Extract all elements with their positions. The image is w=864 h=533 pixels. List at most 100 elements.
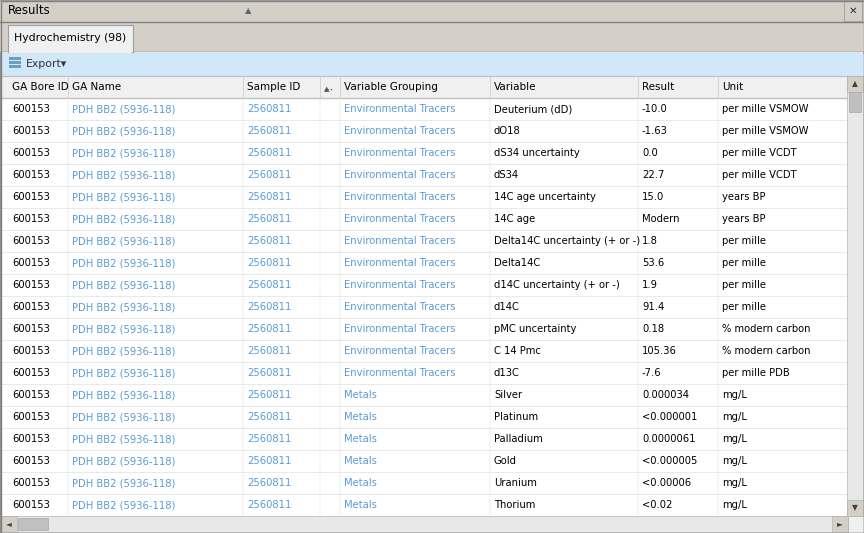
- Text: 2560811: 2560811: [247, 390, 291, 400]
- Text: -7.6: -7.6: [642, 368, 662, 378]
- Text: mg/L: mg/L: [722, 456, 746, 466]
- Text: ▼: ▼: [852, 504, 858, 513]
- Text: GA Bore ID: GA Bore ID: [12, 82, 69, 92]
- Text: 2560811: 2560811: [247, 280, 291, 290]
- Text: 14C age: 14C age: [494, 214, 536, 224]
- Text: 600153: 600153: [12, 148, 50, 158]
- Bar: [1, 186, 847, 208]
- Text: Silver: Silver: [494, 390, 522, 400]
- Text: 2560811: 2560811: [247, 412, 291, 422]
- Bar: [1, 494, 847, 516]
- Text: PDH BB2 (5936-118): PDH BB2 (5936-118): [72, 390, 175, 400]
- Text: 2560811: 2560811: [247, 104, 291, 114]
- Text: 600153: 600153: [12, 126, 50, 136]
- Text: per mille VCDT: per mille VCDT: [722, 170, 797, 180]
- Text: % modern carbon: % modern carbon: [722, 324, 810, 334]
- Text: Gold: Gold: [494, 456, 517, 466]
- Text: PDH BB2 (5936-118): PDH BB2 (5936-118): [72, 434, 175, 444]
- Text: 600153: 600153: [12, 192, 50, 202]
- Bar: [1, 384, 847, 406]
- Text: PDH BB2 (5936-118): PDH BB2 (5936-118): [72, 170, 175, 180]
- Bar: [844, 1, 862, 21]
- Text: mg/L: mg/L: [722, 478, 746, 488]
- Text: PDH BB2 (5936-118): PDH BB2 (5936-118): [72, 192, 175, 202]
- Text: per mille: per mille: [722, 236, 766, 246]
- Text: PDH BB2 (5936-118): PDH BB2 (5936-118): [72, 346, 175, 356]
- Bar: [1, 340, 847, 362]
- Bar: [18, 518, 48, 530]
- Text: ✕: ✕: [848, 6, 857, 16]
- Bar: [1, 318, 847, 340]
- Text: PDH BB2 (5936-118): PDH BB2 (5936-118): [72, 258, 175, 268]
- Bar: [1, 98, 847, 120]
- Text: years BP: years BP: [722, 214, 766, 224]
- Text: <0.02: <0.02: [642, 500, 672, 510]
- Text: 0.0000061: 0.0000061: [642, 434, 696, 444]
- Text: 600153: 600153: [12, 324, 50, 334]
- Text: Environmental Tracers: Environmental Tracers: [344, 324, 455, 334]
- Text: 2560811: 2560811: [247, 148, 291, 158]
- Bar: [1, 120, 847, 142]
- Text: PDH BB2 (5936-118): PDH BB2 (5936-118): [72, 280, 175, 290]
- Bar: [0, 22, 864, 52]
- Text: 0.0: 0.0: [642, 148, 658, 158]
- Text: mg/L: mg/L: [722, 434, 746, 444]
- Bar: [1, 52, 863, 76]
- Bar: [1, 230, 847, 252]
- Text: Metals: Metals: [344, 412, 377, 422]
- Text: Environmental Tracers: Environmental Tracers: [344, 280, 455, 290]
- Text: 2560811: 2560811: [247, 368, 291, 378]
- Text: d14C uncertainty (+ or -): d14C uncertainty (+ or -): [494, 280, 619, 290]
- Text: 2560811: 2560811: [247, 170, 291, 180]
- Text: Metals: Metals: [344, 500, 377, 510]
- Text: per mille PDB: per mille PDB: [722, 368, 790, 378]
- Text: 600153: 600153: [12, 434, 50, 444]
- Text: Sample ID: Sample ID: [247, 82, 301, 92]
- Text: Export▾: Export▾: [26, 59, 67, 69]
- Bar: [849, 92, 861, 112]
- Text: 2560811: 2560811: [247, 324, 291, 334]
- Text: 600153: 600153: [12, 104, 50, 114]
- Text: 91.4: 91.4: [642, 302, 664, 312]
- Text: <0.00006: <0.00006: [642, 478, 691, 488]
- Bar: [1, 164, 847, 186]
- Text: ▲: ▲: [324, 86, 329, 92]
- Text: Environmental Tracers: Environmental Tracers: [344, 214, 455, 224]
- Bar: [1, 296, 847, 318]
- Bar: [847, 76, 863, 516]
- Text: <0.000005: <0.000005: [642, 456, 697, 466]
- Text: <0.000001: <0.000001: [642, 412, 697, 422]
- Text: per mille: per mille: [722, 302, 766, 312]
- Text: 600153: 600153: [12, 456, 50, 466]
- Text: PDH BB2 (5936-118): PDH BB2 (5936-118): [72, 148, 175, 158]
- Text: 600153: 600153: [12, 258, 50, 268]
- Text: Metals: Metals: [344, 478, 377, 488]
- Text: Result: Result: [642, 82, 674, 92]
- Bar: [1, 362, 847, 384]
- Text: PDH BB2 (5936-118): PDH BB2 (5936-118): [72, 104, 175, 114]
- Text: per mille VCDT: per mille VCDT: [722, 148, 797, 158]
- Text: 14C age uncertainty: 14C age uncertainty: [494, 192, 596, 202]
- Text: Results: Results: [8, 4, 51, 18]
- Text: Uranium: Uranium: [494, 478, 537, 488]
- Bar: [1, 252, 847, 274]
- Text: Modern: Modern: [642, 214, 679, 224]
- Text: 2560811: 2560811: [247, 258, 291, 268]
- Text: Environmental Tracers: Environmental Tracers: [344, 236, 455, 246]
- Bar: [1, 516, 848, 532]
- Text: Environmental Tracers: Environmental Tracers: [344, 192, 455, 202]
- Text: d14C: d14C: [494, 302, 520, 312]
- Text: dO18: dO18: [494, 126, 521, 136]
- Bar: [847, 500, 863, 516]
- Text: Metals: Metals: [344, 434, 377, 444]
- Text: 2560811: 2560811: [247, 302, 291, 312]
- Text: Delta14C: Delta14C: [494, 258, 540, 268]
- Text: 2560811: 2560811: [247, 434, 291, 444]
- Text: PDH BB2 (5936-118): PDH BB2 (5936-118): [72, 500, 175, 510]
- Text: mg/L: mg/L: [722, 412, 746, 422]
- Text: ▲: ▲: [245, 6, 251, 15]
- Text: Thorium: Thorium: [494, 500, 536, 510]
- Text: PDH BB2 (5936-118): PDH BB2 (5936-118): [72, 456, 175, 466]
- Text: 600153: 600153: [12, 412, 50, 422]
- Text: PDH BB2 (5936-118): PDH BB2 (5936-118): [72, 412, 175, 422]
